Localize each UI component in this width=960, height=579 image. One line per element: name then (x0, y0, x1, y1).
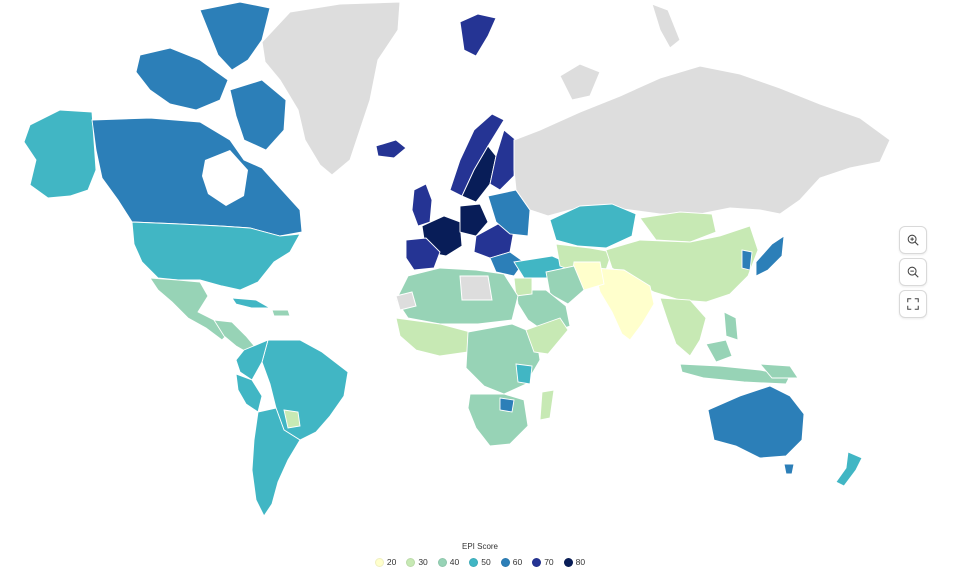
region-levant[interactable] (513, 277, 533, 297)
region-western-sahara[interactable] (395, 291, 417, 311)
region-iran[interactable] (545, 265, 585, 305)
region-canada-islands-2[interactable] (135, 47, 229, 111)
region-iceland[interactable] (375, 139, 407, 159)
region-svalbard[interactable] (459, 13, 497, 57)
region-paraguay[interactable] (283, 409, 301, 429)
region-mongolia[interactable] (639, 211, 717, 243)
legend-label: 40 (449, 557, 460, 567)
region-russia-islands[interactable] (559, 63, 601, 101)
region-canada-arctic[interactable] (199, 1, 271, 71)
legend-label: 80 (575, 557, 586, 567)
region-india[interactable] (593, 267, 655, 341)
legend-swatch (532, 557, 542, 567)
region-russia[interactable] (513, 65, 891, 217)
fullscreen-button[interactable] (899, 290, 927, 318)
region-horn-africa[interactable] (525, 317, 569, 355)
region-borneo[interactable] (705, 339, 733, 363)
legend-item[interactable]: 50 (469, 557, 491, 567)
hudson-bay (202, 150, 248, 206)
legend-item[interactable]: 80 (563, 557, 586, 567)
region-brazil[interactable] (261, 339, 349, 441)
region-southern-africa[interactable] (467, 393, 529, 447)
legend-item[interactable]: 30 (406, 557, 428, 567)
legend-swatch (563, 557, 573, 567)
region-west-africa[interactable] (395, 317, 471, 357)
legend-swatch (469, 557, 479, 567)
fullscreen-icon (907, 298, 919, 310)
region-uk[interactable] (411, 183, 433, 227)
region-canada[interactable] (91, 117, 303, 237)
region-libya[interactable] (459, 275, 493, 301)
region-madagascar[interactable] (539, 389, 555, 421)
region-argentina-chile[interactable] (251, 407, 301, 517)
region-usa[interactable] (131, 221, 301, 291)
region-novaya[interactable] (651, 3, 681, 49)
region-peru[interactable] (235, 373, 263, 413)
legend-items: 20 30 40 50 60 70 (374, 557, 586, 567)
legend-label: 70 (544, 557, 554, 567)
legend-label: 20 (386, 557, 397, 567)
region-papua[interactable] (758, 363, 799, 379)
choropleth-map[interactable] (0, 0, 960, 540)
region-kazakhstan[interactable] (549, 203, 637, 249)
region-australia[interactable] (707, 385, 805, 459)
region-iberia[interactable] (405, 237, 441, 271)
region-new-zealand[interactable] (835, 451, 863, 487)
zoom-out-icon (907, 266, 919, 278)
legend-item[interactable]: 70 (532, 557, 554, 567)
region-canada-islands-3[interactable] (229, 79, 287, 151)
legend-label: 60 (512, 557, 523, 567)
legend-label: 50 (481, 557, 491, 567)
region-zimbabwe[interactable] (499, 397, 515, 413)
legend-label: 30 (418, 557, 428, 567)
legend-item[interactable]: 60 (500, 557, 523, 567)
region-north-africa[interactable] (395, 267, 519, 325)
legend-item[interactable]: 20 (374, 557, 397, 567)
region-mexico[interactable] (149, 277, 231, 341)
region-southeast-asia[interactable] (659, 297, 707, 357)
region-greenland[interactable] (261, 1, 401, 176)
map-legend: EPI Score 20 30 40 50 60 (0, 542, 960, 579)
zoom-out-button[interactable] (899, 258, 927, 286)
legend-title: EPI Score (461, 542, 498, 551)
zoom-in-icon (907, 234, 919, 246)
region-indonesia[interactable] (679, 363, 791, 385)
region-cuba[interactable] (231, 297, 272, 309)
region-kenya[interactable] (515, 363, 533, 385)
region-alaska[interactable] (23, 109, 97, 199)
region-tasmania[interactable] (783, 463, 795, 475)
zoom-in-button[interactable] (899, 226, 927, 254)
region-hispaniola[interactable] (271, 309, 291, 317)
region-korea[interactable] (741, 249, 753, 271)
legend-swatch (406, 557, 416, 567)
legend-item[interactable]: 40 (437, 557, 460, 567)
legend-swatch (500, 557, 510, 567)
region-germany[interactable] (459, 203, 489, 237)
legend-swatch (437, 557, 447, 567)
region-japan[interactable] (755, 235, 785, 277)
legend-swatch (374, 557, 384, 567)
region-philippines[interactable] (723, 311, 739, 341)
